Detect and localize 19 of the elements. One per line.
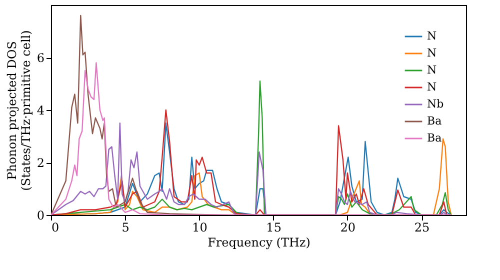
y-tick-label: 4 — [36, 104, 45, 118]
y-tick-label: 0 — [36, 208, 44, 222]
x-tick-label: 20 — [340, 220, 356, 234]
y-tick-label: 2 — [36, 156, 44, 170]
legend-label: N — [427, 30, 437, 42]
y-axis-title: Phonon projected DOS (States/THz·primitive cell) — [4, 30, 33, 191]
x-axis-title: Frequency (THz) — [208, 236, 310, 250]
legend-label: Ba — [427, 132, 442, 144]
legend-label: N — [427, 80, 437, 94]
legend-label: Nb — [427, 98, 444, 110]
x-tick-label: 25 — [414, 220, 430, 234]
y-tick-label: 6 — [36, 51, 44, 65]
legend-label: N — [427, 64, 437, 76]
x-tick-label: 10 — [192, 220, 208, 234]
x-tick-label: 0 — [52, 220, 60, 234]
legend-label: Ba — [427, 114, 442, 128]
legend-label: N — [427, 46, 437, 60]
x-tick-label: 5 — [122, 220, 130, 234]
x-tick-label: 15 — [266, 220, 282, 234]
